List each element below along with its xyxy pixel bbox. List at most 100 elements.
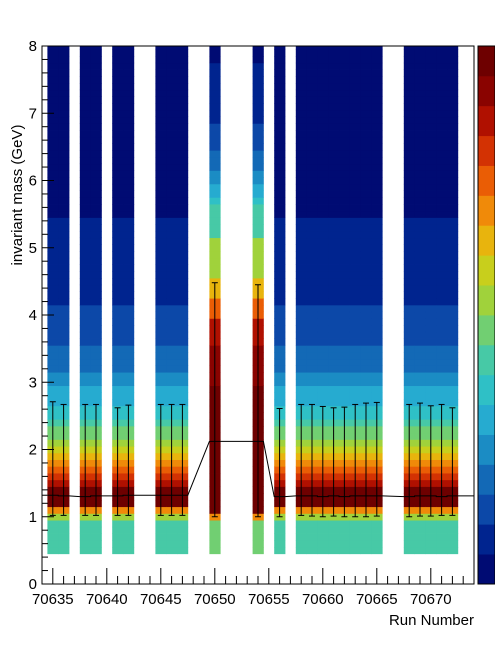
heatmap-cell [328, 284, 340, 292]
heatmap-cell [295, 345, 307, 353]
heatmap-cell [339, 351, 351, 360]
heatmap-cell [447, 49, 459, 57]
heatmap-cell [155, 150, 167, 158]
heatmap-cell [317, 338, 329, 346]
heatmap-cell [166, 318, 178, 326]
heatmap-cell [371, 251, 383, 259]
heatmap-cell [166, 197, 178, 205]
heatmap-cell [339, 183, 351, 191]
heatmap-cell [252, 217, 264, 225]
heatmap-cell [447, 156, 459, 165]
heatmap-cell [177, 291, 189, 299]
heatmap-cell [317, 318, 329, 326]
heatmap-cell [79, 210, 91, 218]
heatmap-cell [252, 177, 264, 185]
heatmap-cell [274, 136, 286, 144]
heatmap-cell [112, 183, 124, 191]
heatmap-cell [47, 392, 59, 400]
heatmap-cell [295, 210, 307, 218]
heatmap-cell [112, 331, 124, 339]
heatmap-cell [47, 547, 59, 555]
heatmap-cell [414, 264, 426, 272]
heatmap-cell [123, 136, 135, 144]
heatmap-cell [317, 351, 329, 360]
heatmap-cell [123, 130, 135, 138]
heatmap-cell [306, 116, 318, 124]
heatmap-cell [295, 526, 307, 534]
heatmap-cell [436, 278, 448, 286]
palette-frame [477, 45, 495, 585]
heatmap-cell [209, 150, 221, 158]
heatmap-cell [328, 540, 340, 548]
heatmap-cell [90, 204, 102, 212]
heatmap-cell [58, 378, 70, 387]
heatmap-cell [155, 331, 167, 339]
heatmap-cell [360, 96, 372, 104]
heatmap-cell [403, 130, 415, 138]
heatmap-cell [371, 170, 383, 178]
heatmap-cell [166, 170, 178, 178]
heatmap-cell [295, 69, 307, 77]
heatmap-cell [371, 96, 383, 104]
heatmap-cell [349, 331, 361, 339]
heatmap-cell [306, 520, 318, 528]
heatmap-cell [425, 204, 437, 212]
heatmap-cell [436, 62, 448, 70]
heatmap-cell [166, 291, 178, 299]
heatmap-cell [414, 372, 426, 380]
heatmap-cell [155, 170, 167, 178]
heatmap-cell [295, 520, 307, 528]
heatmap-cell [403, 197, 415, 205]
heatmap-cell [209, 278, 221, 286]
heatmap-cell [274, 547, 286, 555]
heatmap-cell [166, 237, 178, 245]
heatmap-cell [403, 278, 415, 286]
heatmap-cell [112, 217, 124, 225]
heatmap-cell [414, 526, 426, 534]
heatmap-cell [414, 257, 426, 265]
heatmap-cell [447, 143, 459, 151]
heatmap-cell [360, 318, 372, 326]
heatmap-cell [295, 89, 307, 97]
heatmap-cell [371, 358, 383, 366]
heatmap-cell [155, 89, 167, 97]
heatmap-cell [371, 156, 383, 165]
heatmap-cell [425, 385, 437, 393]
heatmap-cell [414, 318, 426, 326]
heatmap-cell [58, 62, 70, 70]
heatmap-cell [371, 338, 383, 346]
heatmap-cell [123, 109, 135, 118]
heatmap-cell [112, 526, 124, 534]
heatmap-cell [295, 291, 307, 299]
heatmap-cell [414, 46, 426, 50]
heatmap-cell [209, 69, 221, 77]
heatmap-cell [177, 156, 189, 165]
heatmap-cell [177, 311, 189, 319]
heatmap-cell [339, 143, 351, 151]
heatmap-cell [317, 116, 329, 124]
heatmap-cell [79, 76, 91, 84]
y-tick-label: 4 [29, 307, 37, 324]
heatmap-cell [252, 156, 264, 165]
heatmap-cell [123, 385, 135, 393]
heatmap-cell [436, 358, 448, 366]
heatmap-cell [306, 338, 318, 346]
heatmap-cell [90, 298, 102, 306]
heatmap-cell [58, 392, 70, 400]
heatmap-cell [47, 533, 59, 541]
heatmap-cell [58, 318, 70, 326]
heatmap-cell [166, 69, 178, 77]
heatmap-cell [90, 513, 102, 521]
heatmap-cell [328, 351, 340, 360]
heatmap-cell [112, 89, 124, 97]
heatmap-cell [90, 130, 102, 138]
heatmap-cell [360, 170, 372, 178]
heatmap-cell [155, 49, 167, 57]
heatmap-cell [403, 103, 415, 111]
heatmap-cell [339, 264, 351, 272]
heatmap-cell [306, 156, 318, 165]
heatmap-cell [123, 351, 135, 360]
heatmap-cell [123, 358, 135, 366]
heatmap-cell [252, 526, 264, 534]
